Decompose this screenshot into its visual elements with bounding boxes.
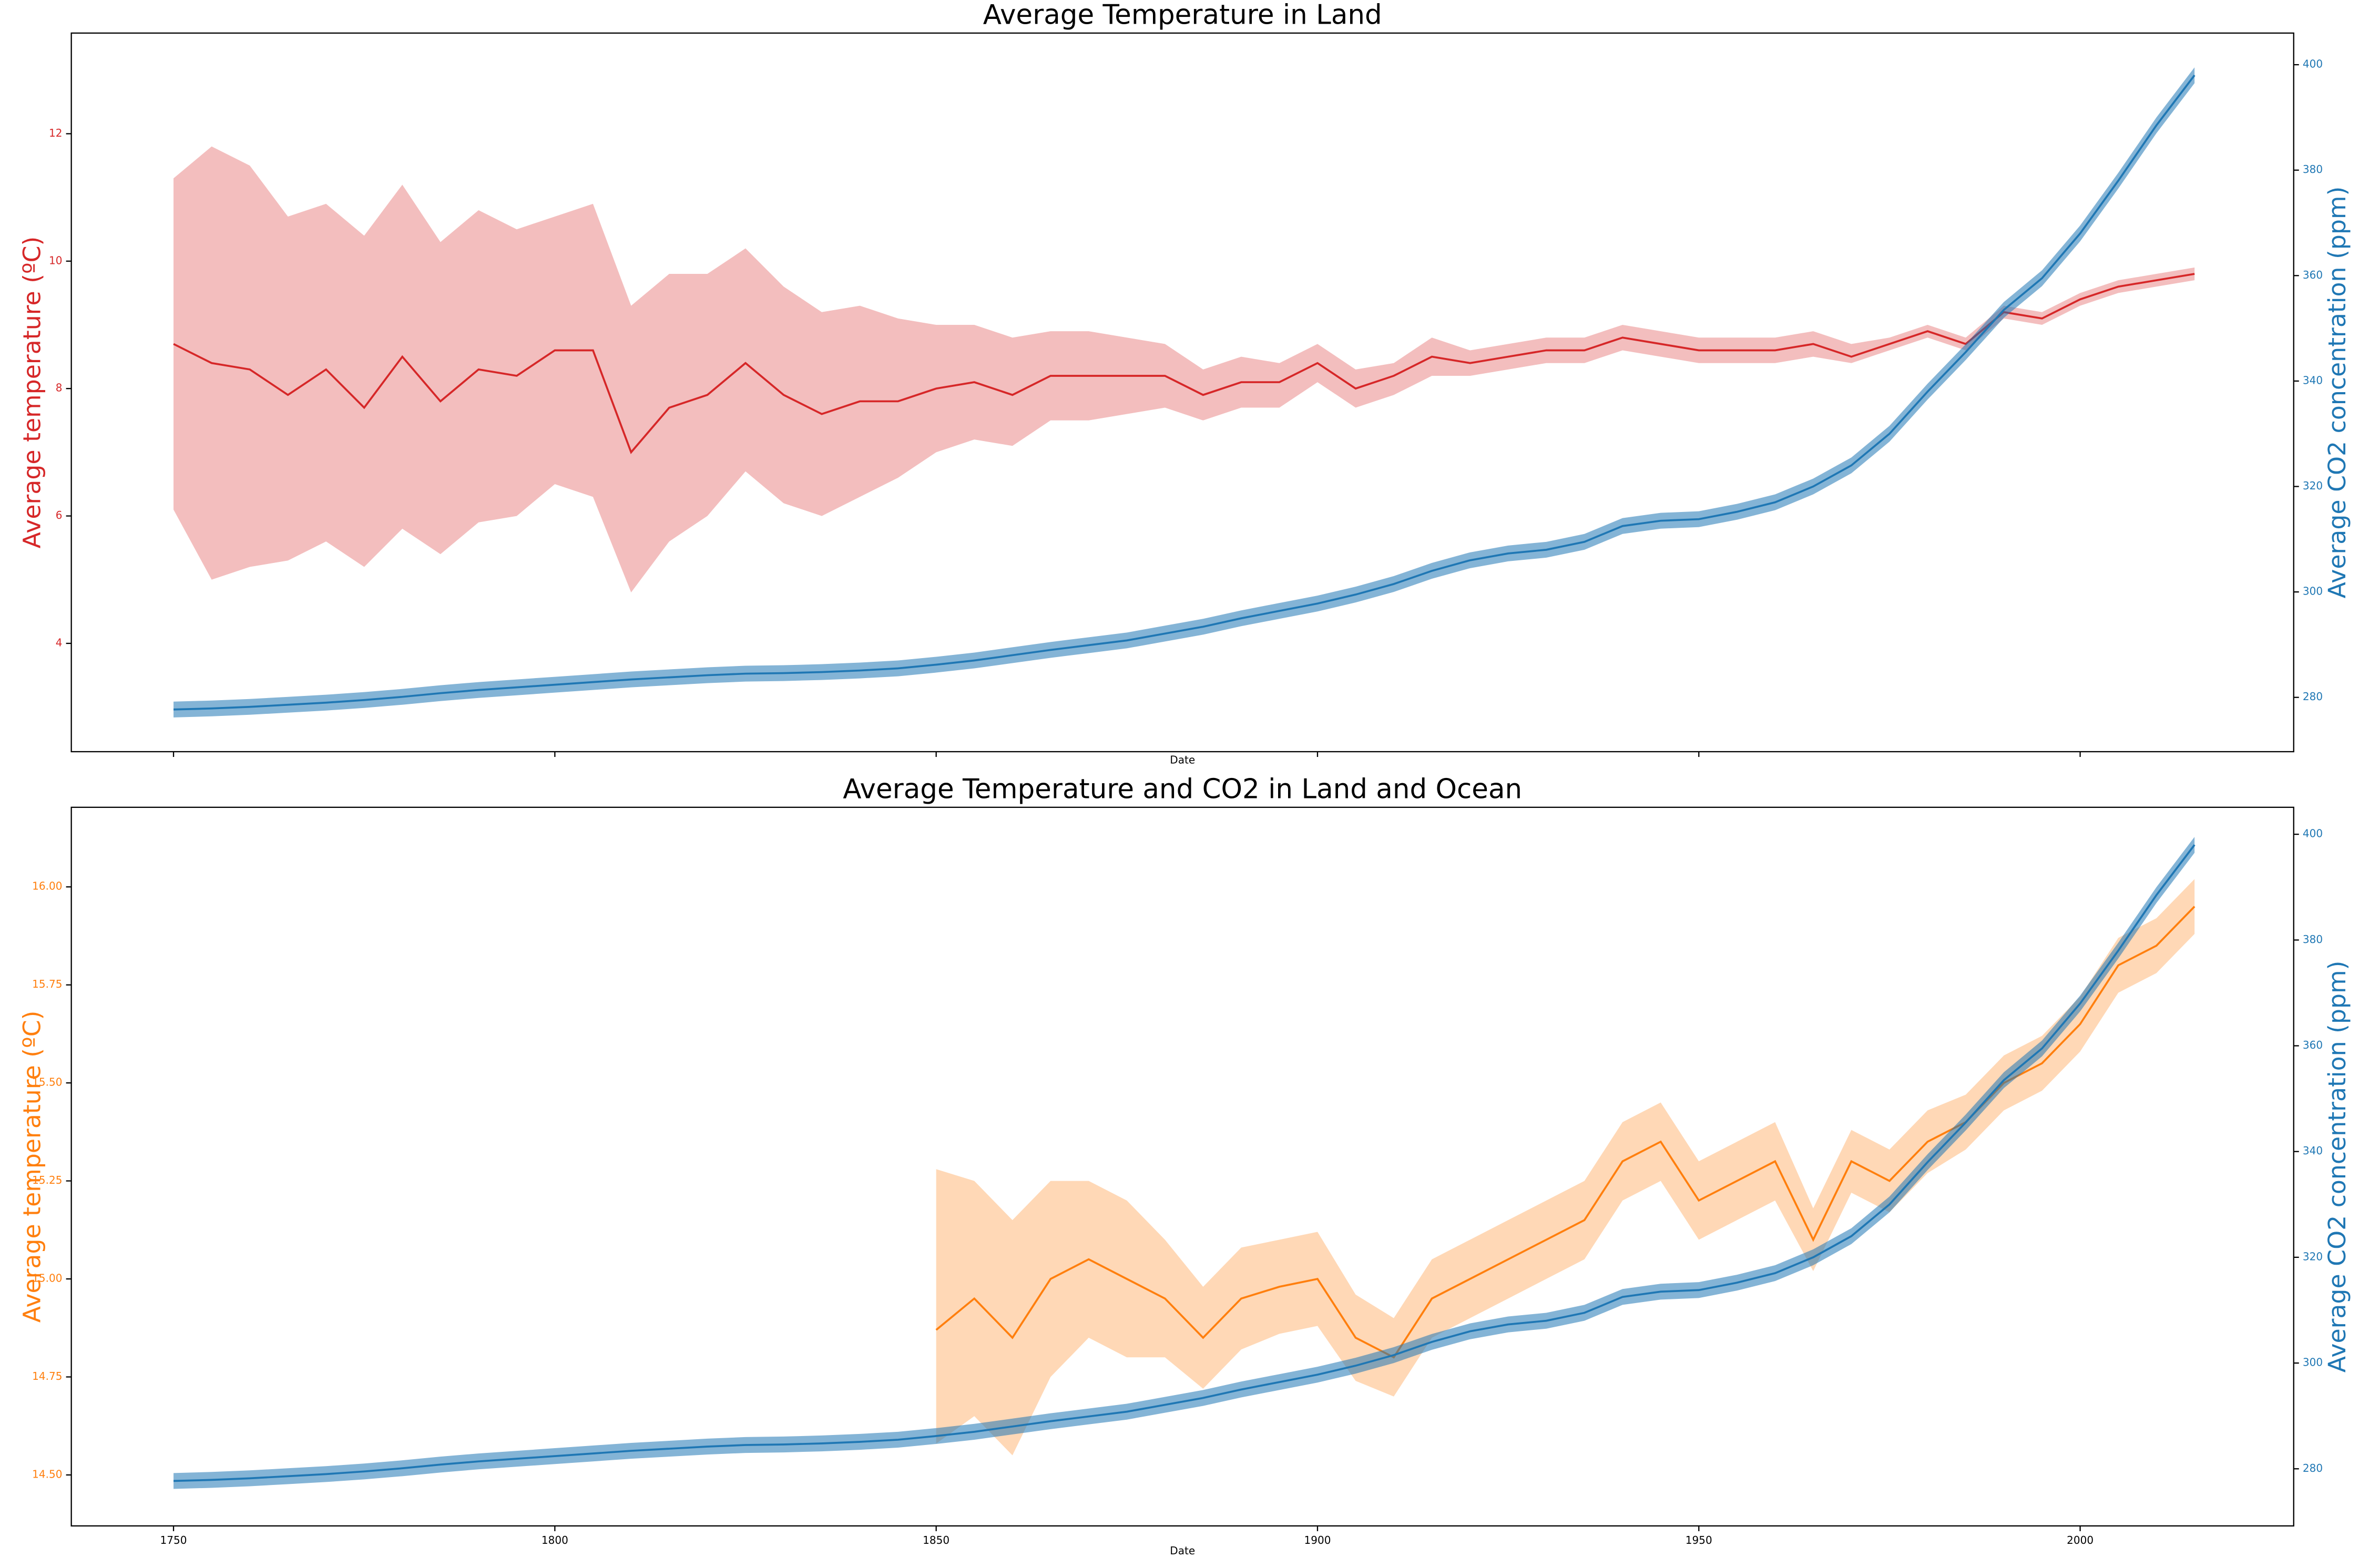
y-tick-label: 16.00: [32, 880, 62, 893]
y2-tick-label: 360: [2303, 269, 2323, 281]
chart-title: Average Temperature and CO2 in Land and …: [843, 773, 1522, 805]
y-tick-label: 15.25: [32, 1174, 62, 1186]
x-tick-label: 2000: [2067, 1534, 2094, 1546]
y-tick-label: 6: [56, 509, 63, 521]
y-tick-label: 10: [49, 254, 62, 267]
y2-axis-label: Average CO2 concentration (ppm): [2323, 187, 2351, 599]
y-tick-label: 8: [56, 382, 63, 394]
y2-tick-label: 320: [2303, 1250, 2323, 1263]
x-tick-label: 1900: [1304, 1534, 1331, 1546]
y-tick-label: 15.75: [32, 978, 62, 990]
x-axis-label: Date: [1170, 1544, 1195, 1557]
x-tick-label: 1950: [1686, 1534, 1712, 1546]
confidence-band: [173, 146, 2195, 593]
y-tick-label: 14.75: [32, 1370, 62, 1382]
y-tick-label: 14.50: [32, 1468, 62, 1480]
series-line: [173, 75, 2195, 711]
y-tick-label: 15.50: [32, 1076, 62, 1089]
x-tick-label: 1750: [160, 1534, 187, 1546]
plot-frame: [70, 32, 2294, 753]
y-tick-label: 4: [56, 636, 63, 649]
series-line: [173, 844, 2195, 1482]
x-axis-label: Date: [1170, 754, 1195, 766]
chart-title: Average Temperature in Land: [983, 0, 1382, 30]
y2-tick-label: 280: [2303, 1462, 2323, 1474]
y-axis-label: Average temperature (ºC): [18, 237, 46, 549]
y2-tick-label: 300: [2303, 1356, 2323, 1369]
y2-tick-label: 340: [2303, 1144, 2323, 1157]
x-tick-label: 1850: [923, 1534, 949, 1546]
y2-tick-label: 400: [2303, 58, 2323, 70]
y2-axis-label: Average CO2 concentration (ppm): [2323, 960, 2351, 1372]
series-line: [173, 273, 2195, 454]
y2-tick-label: 300: [2303, 585, 2323, 598]
y2-tick-label: 400: [2303, 827, 2323, 840]
y-tick-label: 15.00: [32, 1272, 62, 1285]
confidence-band: [936, 879, 2195, 1456]
y2-tick-label: 380: [2303, 163, 2323, 176]
y2-tick-label: 380: [2303, 933, 2323, 946]
y2-tick-label: 360: [2303, 1039, 2323, 1051]
y2-tick-label: 320: [2303, 479, 2323, 492]
y2-tick-label: 340: [2303, 374, 2323, 386]
y-tick-label: 12: [49, 127, 62, 139]
plot-frame: [70, 806, 2294, 1527]
x-tick-label: 1800: [542, 1534, 568, 1546]
y2-tick-label: 280: [2303, 690, 2323, 703]
y-axis-label: Average temperature (ºC): [18, 1011, 46, 1323]
